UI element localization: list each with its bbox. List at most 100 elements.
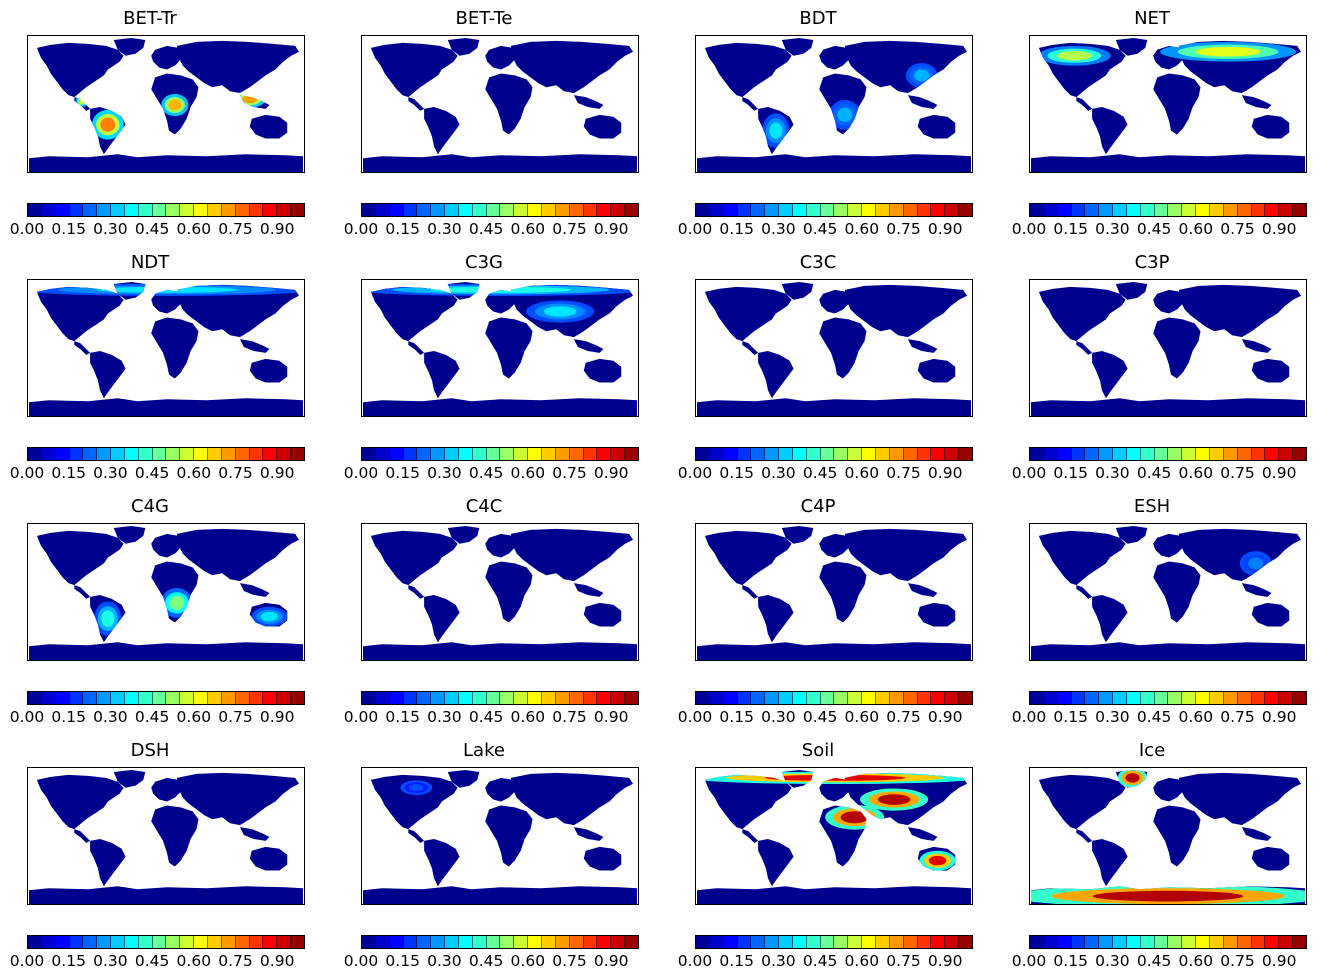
colorbar-swatch bbox=[1223, 692, 1238, 704]
land-central-america bbox=[742, 341, 759, 355]
land-asia bbox=[1178, 284, 1302, 338]
land-greenland bbox=[1115, 37, 1148, 56]
land-antarctica bbox=[363, 642, 637, 660]
colorbar-swatch bbox=[389, 448, 404, 460]
land-south-america bbox=[758, 838, 794, 887]
colorbar-swatch bbox=[1279, 448, 1294, 460]
map-plot bbox=[361, 35, 639, 173]
land-north-america bbox=[36, 774, 124, 830]
colorbar-tick-label: 0.75 bbox=[886, 708, 921, 726]
colorbar-swatch bbox=[625, 448, 638, 460]
colorbar-swatch bbox=[500, 204, 515, 216]
colorbar-swatch bbox=[792, 204, 807, 216]
land-europe bbox=[151, 533, 185, 558]
colorbar-swatch bbox=[555, 448, 570, 460]
land-australia bbox=[1251, 602, 1290, 627]
panel-title: Ice bbox=[1138, 740, 1166, 761]
map-plot bbox=[27, 35, 305, 173]
colorbar-tick-label: 0.60 bbox=[510, 220, 546, 238]
colorbar-tick-label: 0.60 bbox=[1178, 952, 1214, 970]
colorbar-swatch bbox=[417, 936, 432, 948]
land-se-asia bbox=[1241, 583, 1272, 597]
colorbar-swatch bbox=[1113, 448, 1127, 460]
colorbar-swatch bbox=[792, 448, 807, 460]
colorbar-swatch bbox=[180, 448, 195, 460]
colorbar-swatch bbox=[500, 936, 515, 948]
world-map-svg bbox=[363, 769, 637, 904]
colorbar-swatch bbox=[458, 936, 473, 948]
land-asia bbox=[844, 284, 968, 338]
colorbar-tick-label: 0.30 bbox=[761, 464, 796, 482]
colorbar-tick-label: 0.75 bbox=[552, 708, 587, 726]
panel-title: C3P bbox=[1134, 252, 1170, 273]
world-map-svg bbox=[1031, 525, 1305, 660]
colorbar-swatch bbox=[458, 448, 473, 460]
land-se-asia bbox=[1241, 95, 1272, 109]
land-australia bbox=[249, 846, 288, 871]
map-panel-dsh: DSH 0.00 0.15 0.30 0.45 0.60 0.75 0.90 bbox=[0, 732, 305, 970]
colorbar-swatch bbox=[625, 204, 638, 216]
colorbar-swatch bbox=[696, 692, 710, 704]
colorbar-swatch bbox=[486, 204, 501, 216]
land-central-america bbox=[1076, 97, 1093, 111]
colorbar-swatch bbox=[875, 692, 890, 704]
panel-title: Lake bbox=[463, 740, 505, 761]
colorbar-swatch bbox=[1043, 448, 1058, 460]
colorbar-swatch bbox=[611, 692, 626, 704]
colorbar-swatch bbox=[806, 448, 821, 460]
colorbar-swatch bbox=[1154, 204, 1169, 216]
colorbar-swatch bbox=[83, 936, 98, 948]
colorbar-swatch bbox=[291, 448, 304, 460]
colorbar-ticks: 0.00 0.15 0.30 0.45 0.60 0.75 0.90 bbox=[668, 220, 978, 240]
colorbar-swatch bbox=[472, 692, 487, 704]
colorbar-tick-label: 0.30 bbox=[761, 220, 796, 238]
colorbar-swatch bbox=[41, 936, 56, 948]
land-south-america bbox=[1092, 594, 1128, 643]
colorbar-tick-label: 0.15 bbox=[385, 952, 420, 970]
colorbar-swatch bbox=[1182, 692, 1197, 704]
colorbar-swatch bbox=[931, 204, 946, 216]
colorbar bbox=[1029, 935, 1307, 949]
colorbar-swatch bbox=[166, 448, 181, 460]
world-map-svg bbox=[363, 37, 637, 172]
colorbar-swatch bbox=[277, 204, 292, 216]
land-antarctica bbox=[1031, 398, 1305, 416]
land-central-america bbox=[74, 585, 91, 599]
land-africa bbox=[151, 805, 199, 867]
colorbar-swatch bbox=[737, 692, 752, 704]
colorbar-tick-label: 0.75 bbox=[552, 220, 587, 238]
colorbar-ticks: 0.00 0.15 0.30 0.45 0.60 0.75 0.90 bbox=[668, 952, 978, 972]
colorbar-swatch bbox=[528, 448, 542, 460]
colorbar-swatch bbox=[875, 448, 890, 460]
land-asia bbox=[510, 772, 634, 826]
colorbar-swatch bbox=[903, 936, 918, 948]
land-antarctica bbox=[29, 398, 303, 416]
colorbar-swatch bbox=[445, 936, 459, 948]
colorbar-swatch bbox=[1209, 936, 1224, 948]
land-europe bbox=[151, 777, 185, 802]
colorbar-swatch bbox=[69, 448, 84, 460]
hotspot-east-asia bbox=[914, 69, 930, 82]
colorbar-swatch bbox=[1085, 692, 1100, 704]
colorbar-tick-label: 0.45 bbox=[802, 220, 838, 238]
map-panel-c4c: C4C 0.00 0.15 0.30 0.45 0.60 0.75 0.90 bbox=[334, 488, 639, 726]
colorbar-swatch bbox=[69, 204, 84, 216]
land-europe bbox=[1153, 533, 1187, 558]
land-se-asia bbox=[1241, 827, 1272, 841]
land-se-asia bbox=[907, 95, 938, 109]
colorbar-swatch bbox=[1057, 448, 1072, 460]
colorbar-swatch bbox=[1279, 204, 1294, 216]
colorbar-swatch bbox=[959, 204, 972, 216]
colorbar-tick-label: 0.15 bbox=[719, 464, 754, 482]
hotspot-central-africa bbox=[168, 99, 182, 111]
colorbar-swatch bbox=[152, 936, 167, 948]
colorbar-tick-label: 0.90 bbox=[593, 464, 629, 482]
map-plot bbox=[361, 279, 639, 417]
colorbar-swatch bbox=[235, 692, 250, 704]
colorbar-swatch bbox=[792, 936, 807, 948]
panel-title: Soil bbox=[801, 740, 835, 761]
colorbar-swatch bbox=[1237, 692, 1252, 704]
colorbar-swatch bbox=[1113, 692, 1127, 704]
hotspot-central-america-mid bbox=[77, 96, 88, 106]
land-antarctica bbox=[363, 398, 637, 416]
